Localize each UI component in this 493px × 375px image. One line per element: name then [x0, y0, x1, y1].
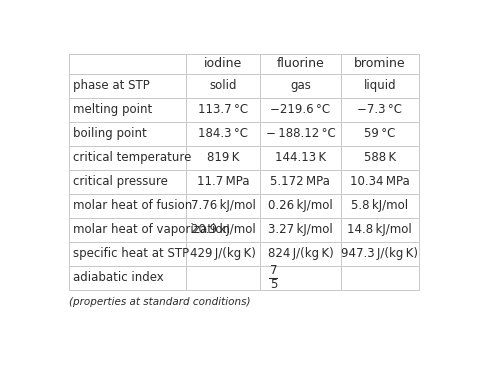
Text: 14.8 kJ/mol: 14.8 kJ/mol [348, 223, 412, 236]
Text: solid: solid [210, 80, 237, 92]
Text: 3.27 kJ/mol: 3.27 kJ/mol [268, 223, 333, 236]
Text: 184.3 °C: 184.3 °C [198, 127, 248, 140]
Text: 113.7 °C: 113.7 °C [198, 104, 248, 116]
Text: 20.9 kJ/mol: 20.9 kJ/mol [191, 223, 255, 236]
Text: melting point: melting point [73, 104, 152, 116]
Text: 10.34 MPa: 10.34 MPa [350, 175, 410, 188]
Text: 7: 7 [270, 264, 278, 278]
Text: specific heat at STP: specific heat at STP [73, 247, 189, 260]
Text: 588 K: 588 K [364, 151, 396, 164]
Text: 11.7 MPa: 11.7 MPa [197, 175, 249, 188]
Text: 0.26 kJ/mol: 0.26 kJ/mol [268, 199, 333, 212]
Text: bromine: bromine [354, 57, 406, 70]
Text: critical temperature: critical temperature [73, 151, 191, 164]
Text: boiling point: boiling point [73, 127, 147, 140]
Text: 824 J/(kg K): 824 J/(kg K) [268, 247, 333, 260]
Text: adiabatic index: adiabatic index [73, 271, 164, 284]
Text: 7.76 kJ/mol: 7.76 kJ/mol [191, 199, 255, 212]
Text: − 188.12 °C: − 188.12 °C [266, 127, 335, 140]
Text: phase at STP: phase at STP [73, 80, 150, 92]
Text: 5: 5 [270, 278, 277, 291]
Text: 59 °C: 59 °C [364, 127, 395, 140]
Text: −219.6 °C: −219.6 °C [270, 104, 330, 116]
Text: iodine: iodine [204, 57, 242, 70]
Text: liquid: liquid [363, 80, 396, 92]
Text: (properties at standard conditions): (properties at standard conditions) [69, 297, 251, 307]
Text: 819 K: 819 K [207, 151, 239, 164]
Text: molar heat of fusion: molar heat of fusion [73, 199, 192, 212]
Text: critical pressure: critical pressure [73, 175, 168, 188]
Text: 947.3 J/(kg K): 947.3 J/(kg K) [341, 247, 418, 260]
Text: 429 J/(kg K): 429 J/(kg K) [190, 247, 256, 260]
Text: molar heat of vaporization: molar heat of vaporization [73, 223, 230, 236]
Text: 5.172 MPa: 5.172 MPa [271, 175, 330, 188]
Bar [69, 54, 419, 290]
Text: 5.8 kJ/mol: 5.8 kJ/mol [351, 199, 408, 212]
Text: gas: gas [290, 80, 311, 92]
Text: −7.3 °C: −7.3 °C [357, 104, 402, 116]
Text: fluorine: fluorine [277, 57, 324, 70]
Text: 144.13 K: 144.13 K [275, 151, 326, 164]
